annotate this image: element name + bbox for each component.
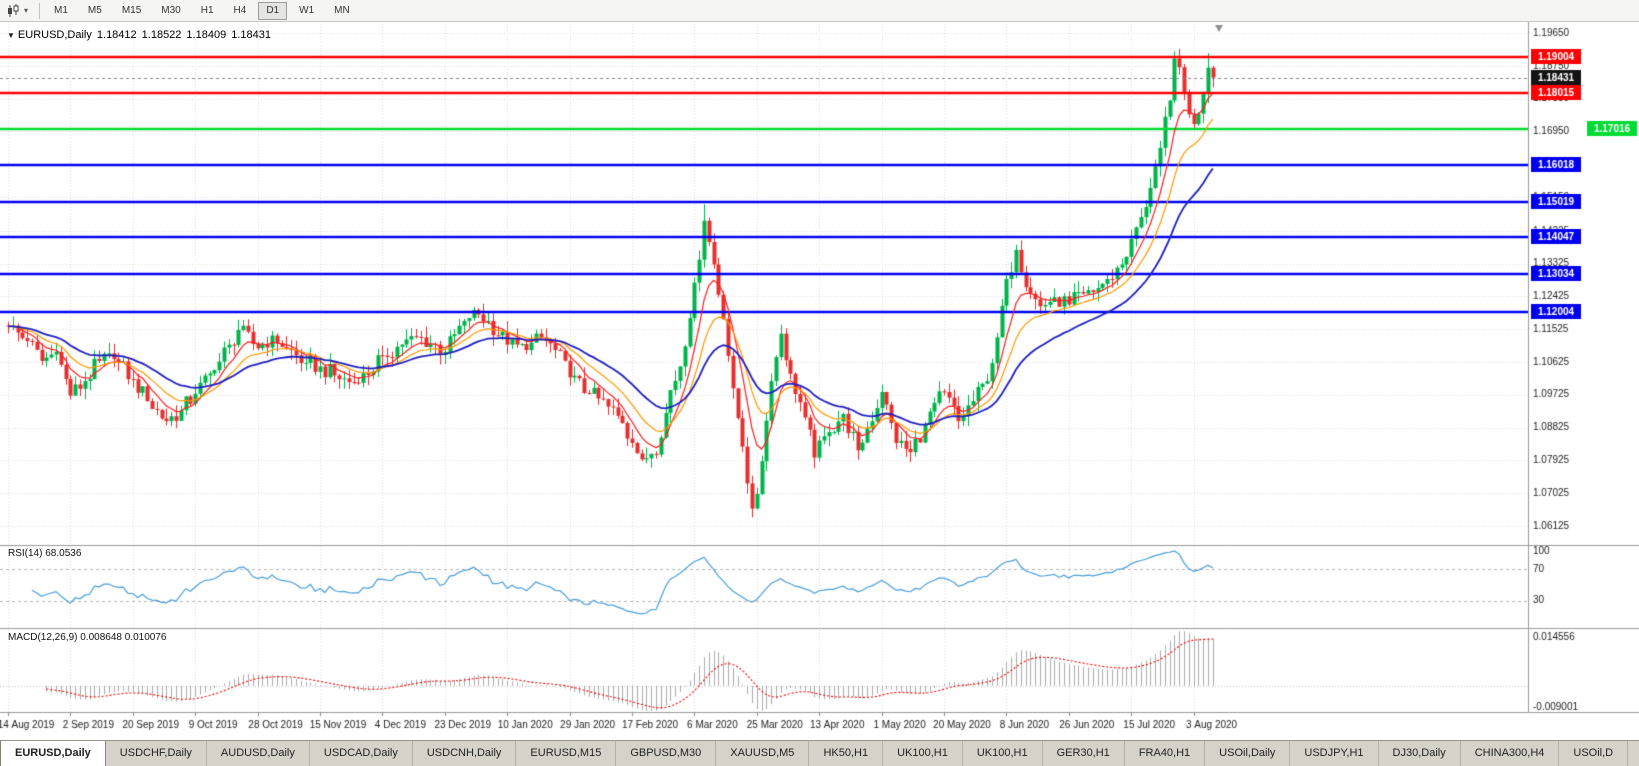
- ohlc-high: 1.18522: [141, 29, 182, 41]
- timeframe-d1-button[interactable]: D1: [258, 1, 288, 20]
- toolbar-separator: [39, 2, 41, 19]
- price-chart-canvas[interactable]: [0, 22, 1639, 740]
- timeframe-mn-button[interactable]: MN: [326, 2, 358, 20]
- timeframe-m15-button[interactable]: M15: [114, 2, 149, 20]
- collapse-icon[interactable]: ▼: [7, 31, 15, 40]
- timeframe-h4-button[interactable]: H4: [226, 2, 255, 20]
- tab-ger30-h1[interactable]: GER30,H1: [1043, 741, 1125, 766]
- tab-xauusd-m5[interactable]: XAUUSD,M5: [716, 741, 810, 766]
- tab-usdchf-daily[interactable]: USDCHF,Daily: [106, 741, 207, 766]
- tab-uk100-h1[interactable]: UK100,H1: [883, 741, 963, 766]
- chart-type-group: ▾: [4, 2, 30, 20]
- top-toolbar: ▾ M1 M5 M15 M30 H1 H4 D1 W1 MN: [0, 0, 1639, 22]
- candlestick-chart-icon[interactable]: [4, 2, 22, 20]
- tab-fra40-h1[interactable]: FRA40,H1: [1125, 741, 1206, 766]
- tab-usoil-d[interactable]: USOil,D: [1559, 741, 1629, 766]
- tab-china300-h4[interactable]: CHINA300,H4: [1461, 741, 1560, 766]
- timeframe-m30-button[interactable]: M30: [153, 2, 188, 20]
- timeframe-h1-button[interactable]: H1: [193, 2, 222, 20]
- chart-symbol-label: EURUSD,Daily: [17, 29, 92, 41]
- tab-dj30-daily[interactable]: DJ30,Daily: [1379, 741, 1461, 766]
- chart-area: ▼ EURUSD,Daily 1.18412 1.18522 1.18409 1.1843…: [0, 22, 1639, 740]
- tab-usdcad-daily[interactable]: USDCAD,Daily: [310, 741, 413, 766]
- tab-gbpusd-m30[interactable]: GBPUSD,M30: [616, 741, 717, 766]
- symbol-ohlc-readout: ▼ EURUSD,Daily 1.18412 1.18522 1.18409 1.1843…: [7, 29, 276, 41]
- timeframe-m5-button[interactable]: M5: [80, 2, 110, 20]
- ohlc-open: 1.18412: [96, 29, 137, 41]
- tab-uk100-h1[interactable]: UK100,H1: [963, 741, 1043, 766]
- ohlc-close: 1.18431: [231, 29, 271, 41]
- chart-type-dropdown-caret[interactable]: ▾: [24, 6, 29, 15]
- chart-tabs: EURUSD,Daily USDCHF,Daily AUDUSD,Daily USDC…: [0, 740, 1639, 766]
- tab-usdcnh-daily[interactable]: USDCNH,Daily: [413, 741, 517, 766]
- timeframe-m1-button[interactable]: M1: [46, 2, 76, 20]
- tab-usoil-daily[interactable]: USOil,Daily: [1205, 741, 1291, 766]
- macd-label: MACD(12,26,9) 0.008648 0.010076: [8, 632, 167, 643]
- ohlc-low: 1.18409: [186, 29, 227, 41]
- tab-eurusd-daily[interactable]: EURUSD,Daily: [0, 741, 106, 766]
- tab-eurusd-m15[interactable]: EURUSD,M15: [516, 741, 617, 766]
- tab-audusd-daily[interactable]: AUDUSD,Daily: [207, 741, 310, 766]
- timeframe-buttons: M1 M5 M15 M30 H1 H4 D1 W1 MN: [45, 1, 359, 20]
- rsi-label: RSI(14) 68.0536: [8, 548, 82, 559]
- timeframe-w1-button[interactable]: W1: [291, 2, 322, 20]
- tab-usdjpy-h1[interactable]: USDJPY,H1: [1290, 741, 1379, 766]
- tab-hk50-h1[interactable]: HK50,H1: [809, 741, 884, 766]
